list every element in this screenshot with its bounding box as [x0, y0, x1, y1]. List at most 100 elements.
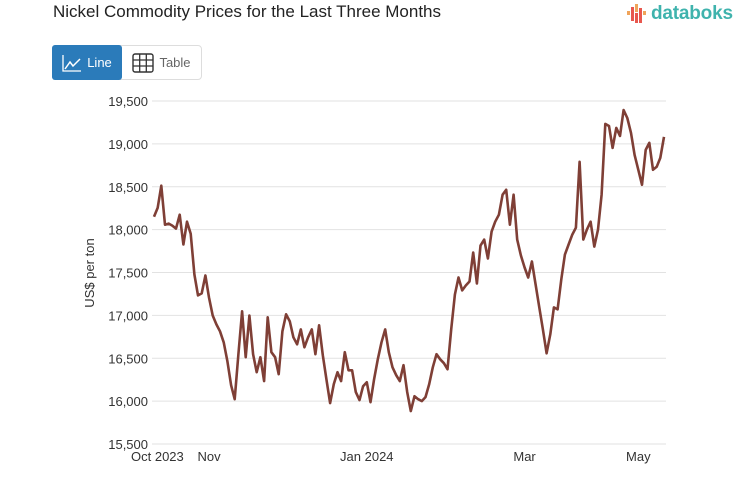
data-point[interactable] [239, 308, 245, 314]
data-point[interactable] [507, 222, 513, 228]
data-point[interactable] [584, 227, 590, 233]
data-point[interactable] [272, 354, 278, 360]
data-point[interactable] [188, 231, 194, 237]
data-point[interactable] [224, 358, 230, 364]
data-point[interactable] [400, 362, 406, 368]
data-point[interactable] [661, 134, 667, 140]
data-point[interactable] [566, 242, 572, 248]
data-point[interactable] [544, 350, 550, 356]
data-point[interactable] [588, 219, 594, 225]
data-point[interactable] [654, 164, 660, 170]
data-point[interactable] [452, 291, 458, 297]
data-point[interactable] [254, 369, 260, 375]
data-point[interactable] [320, 352, 326, 358]
data-point[interactable] [331, 381, 337, 387]
data-point[interactable] [470, 250, 476, 256]
data-point[interactable] [511, 192, 517, 198]
data-point[interactable] [467, 279, 473, 285]
data-point[interactable] [423, 394, 429, 400]
data-point[interactable] [606, 123, 612, 129]
data-point[interactable] [635, 167, 641, 173]
data-point[interactable] [646, 140, 652, 146]
data-point[interactable] [628, 130, 634, 136]
data-point[interactable] [364, 379, 370, 385]
data-point[interactable] [426, 381, 432, 387]
series-line[interactable] [152, 108, 666, 413]
data-point[interactable] [316, 322, 322, 328]
data-point[interactable] [474, 280, 480, 286]
data-point[interactable] [591, 244, 597, 250]
data-point[interactable] [386, 349, 392, 355]
data-point[interactable] [191, 271, 197, 277]
data-point[interactable] [367, 399, 373, 405]
data-point[interactable] [334, 369, 340, 375]
data-point[interactable] [342, 349, 348, 355]
data-point[interactable] [279, 328, 285, 334]
data-point[interactable] [177, 212, 183, 218]
data-point[interactable] [624, 115, 630, 121]
data-point[interactable] [613, 125, 619, 131]
data-point[interactable] [184, 219, 190, 225]
data-point[interactable] [595, 227, 601, 233]
data-point[interactable] [151, 214, 157, 220]
data-point[interactable] [492, 219, 498, 225]
data-point[interactable] [265, 314, 271, 320]
data-point[interactable] [617, 133, 623, 139]
data-point[interactable] [243, 354, 249, 360]
data-point[interactable] [657, 155, 663, 161]
data-point[interactable] [338, 378, 344, 384]
data-point[interactable] [232, 396, 238, 402]
data-point[interactable] [375, 356, 381, 362]
data-point[interactable] [577, 159, 583, 165]
data-point[interactable] [221, 339, 227, 345]
data-point[interactable] [257, 354, 263, 360]
data-point[interactable] [514, 237, 520, 243]
data-point[interactable] [199, 290, 205, 296]
data-point[interactable] [235, 351, 241, 357]
data-point[interactable] [158, 183, 164, 189]
data-point[interactable] [389, 364, 395, 370]
data-point[interactable] [643, 147, 649, 153]
data-point[interactable] [276, 371, 282, 377]
data-point[interactable] [393, 372, 399, 378]
data-point[interactable] [246, 312, 252, 318]
data-point[interactable] [529, 259, 535, 265]
data-point[interactable] [378, 339, 384, 345]
data-point[interactable] [301, 344, 307, 350]
data-point[interactable] [371, 376, 377, 382]
data-point[interactable] [496, 212, 502, 218]
data-point[interactable] [547, 331, 553, 337]
data-point[interactable] [456, 274, 462, 280]
data-point[interactable] [261, 378, 267, 384]
data-point[interactable] [569, 232, 575, 238]
data-point[interactable] [404, 389, 410, 395]
data-point[interactable] [533, 282, 539, 288]
data-point[interactable] [632, 152, 638, 158]
data-point[interactable] [536, 304, 542, 310]
data-point[interactable] [173, 226, 179, 232]
data-point[interactable] [525, 274, 531, 280]
data-point[interactable] [213, 321, 219, 327]
data-point[interactable] [448, 326, 454, 332]
data-point[interactable] [610, 145, 616, 151]
data-point[interactable] [489, 229, 495, 235]
data-point[interactable] [217, 328, 223, 334]
data-point[interactable] [408, 408, 414, 414]
data-point[interactable] [312, 351, 318, 357]
data-point[interactable] [558, 276, 564, 282]
data-point[interactable] [180, 242, 186, 248]
data-point[interactable] [573, 225, 579, 231]
data-point[interactable] [522, 265, 528, 271]
data-point[interactable] [382, 326, 388, 332]
data-point[interactable] [356, 397, 362, 403]
data-point[interactable] [562, 252, 568, 258]
data-point[interactable] [485, 256, 491, 262]
data-point[interactable] [639, 182, 645, 188]
data-point[interactable] [327, 400, 333, 406]
data-point[interactable] [441, 360, 447, 366]
data-point[interactable] [210, 312, 216, 318]
data-point[interactable] [323, 376, 329, 382]
data-point[interactable] [290, 334, 296, 340]
data-point[interactable] [478, 243, 484, 249]
data-point[interactable] [500, 192, 506, 198]
